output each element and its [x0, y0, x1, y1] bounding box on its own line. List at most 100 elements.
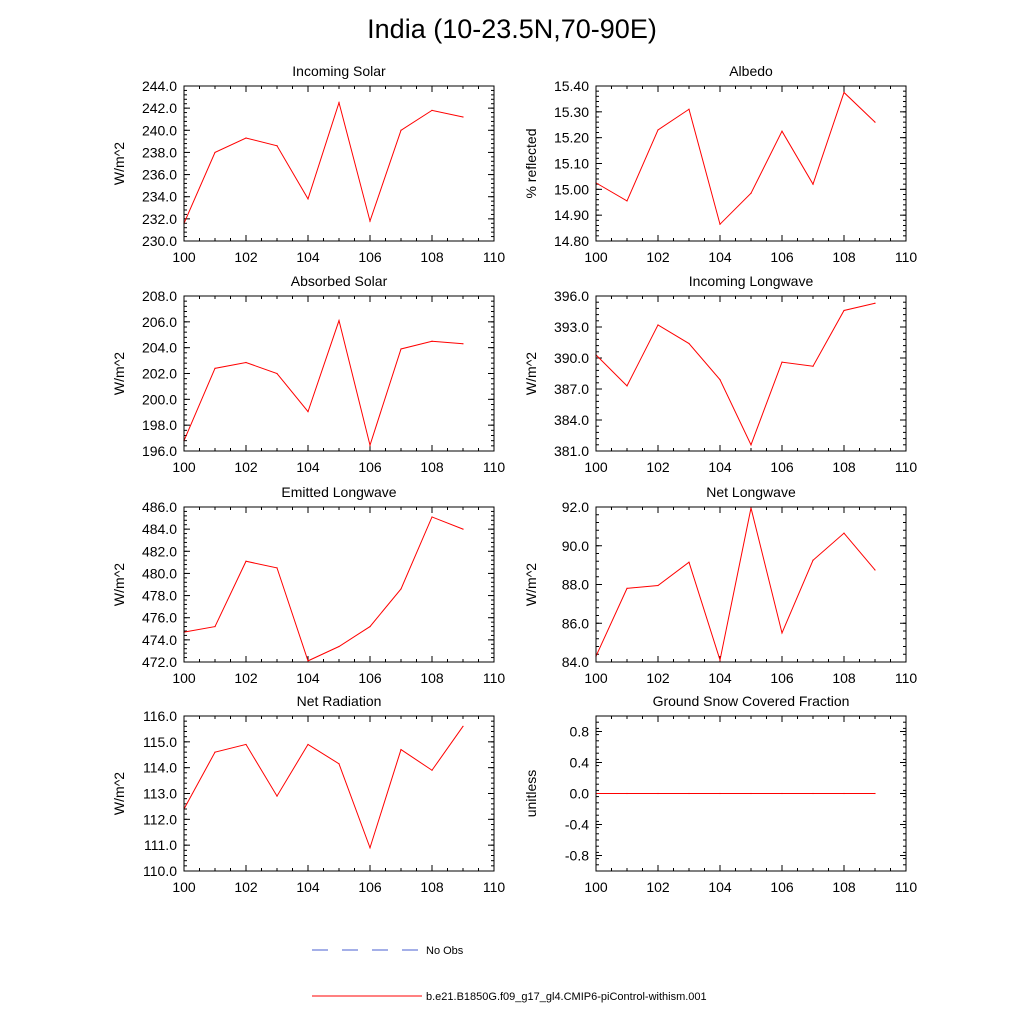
y-tick-label: 110.0: [143, 863, 177, 879]
y-tick-label: 240.0: [142, 122, 177, 138]
y-tick-label: 396.0: [554, 288, 589, 304]
x-tick-label: 100: [584, 459, 608, 475]
series-line-model: [183, 318, 464, 448]
chart-title: Absorbed Solar: [291, 273, 388, 289]
data-point: [276, 372, 278, 375]
x-tick-label: 106: [770, 459, 794, 475]
x-tick-label: 108: [420, 459, 444, 475]
data-point: [245, 560, 247, 562]
data-point: [657, 129, 659, 131]
y-tick-label: 482.0: [142, 543, 177, 559]
data-point: [307, 198, 309, 200]
x-tick-label: 106: [358, 670, 382, 686]
data-point: [719, 379, 721, 381]
x-tick-label: 102: [234, 879, 258, 895]
data-point: [781, 632, 783, 634]
y-tick-label: 90.0: [562, 538, 589, 554]
data-point: [214, 751, 216, 753]
y-tick-label: 0.8: [570, 724, 590, 740]
x-tick-label: 100: [172, 670, 196, 686]
y-tick-label: 112.0: [143, 811, 177, 827]
figure-title: India (10-23.5N,70-90E): [367, 14, 657, 44]
series-line-model: [183, 726, 464, 850]
data-point: [750, 507, 752, 509]
y-tick-label: 242.0: [142, 100, 177, 116]
y-axis-label: W/m^2: [111, 563, 127, 606]
y-tick-label: 472.0: [142, 654, 177, 670]
data-point: [245, 743, 247, 746]
data-point: [307, 411, 309, 413]
series-line-model: [595, 507, 876, 663]
data-point: [276, 145, 278, 147]
data-point: [812, 365, 814, 367]
x-tick-label: 102: [646, 670, 670, 686]
data-point: [874, 302, 876, 304]
x-tick-label: 110: [483, 249, 506, 265]
y-tick-label: 478.0: [142, 588, 177, 604]
y-tick-label: 238.0: [142, 144, 177, 160]
x-tick-label: 110: [483, 879, 506, 895]
y-tick-label: 486.0: [142, 499, 177, 515]
x-tick-label: 100: [172, 459, 196, 475]
data-point: [657, 584, 659, 587]
chart-title: Net Longwave: [706, 484, 796, 500]
data-point: [657, 792, 659, 795]
chart-panel-1: Incoming Solar W/m^2 230.0 232.0 234.0 236.0 2…: [111, 63, 505, 265]
y-tick-label: -0.8: [565, 848, 589, 864]
y-tick-label: 15.40: [554, 78, 589, 94]
y-tick-label: 390.0: [554, 350, 589, 366]
x-tick-label: 102: [234, 670, 258, 686]
x-tick-label: 110: [483, 670, 506, 686]
y-tick-label: 484.0: [142, 521, 177, 537]
plot-frame: [183, 506, 495, 663]
x-tick-label: 106: [770, 879, 794, 895]
data-point: [626, 792, 628, 795]
x-tick-label: 106: [770, 249, 794, 265]
data-point: [812, 559, 814, 561]
x-tick-label: 108: [420, 879, 444, 895]
x-tick-label: 106: [770, 670, 794, 686]
data-point: [462, 343, 464, 345]
x-tick-label: 106: [358, 249, 382, 265]
y-axis-label: W/m^2: [111, 352, 127, 395]
x-tick-label: 100: [172, 879, 196, 895]
data-point: [750, 444, 752, 446]
plot-frame: [183, 715, 495, 872]
y-tick-label: 232.0: [142, 211, 177, 227]
data-point: [719, 223, 721, 225]
x-tick-label: 110: [483, 459, 506, 475]
x-tick-label: 108: [832, 670, 856, 686]
data-point: [688, 561, 690, 563]
y-tick-label: 15.00: [554, 181, 589, 197]
y-tick-label: 114.0: [143, 760, 177, 776]
data-point: [400, 129, 402, 131]
x-tick-label: 104: [296, 249, 320, 265]
data-point: [245, 361, 247, 364]
y-tick-label: 476.0: [142, 610, 177, 626]
y-tick-label: 86.0: [562, 615, 589, 631]
x-tick-label: 106: [358, 879, 382, 895]
y-tick-label: 15.10: [554, 156, 589, 172]
plot-frame: [183, 85, 495, 242]
y-tick-label: 206.0: [142, 314, 177, 330]
data-point: [874, 121, 876, 123]
y-axis-label: W/m^2: [111, 142, 127, 185]
x-tick-label: 100: [584, 249, 608, 265]
data-point: [626, 200, 628, 202]
x-tick-label: 110: [895, 670, 918, 686]
series-line-model: [595, 302, 876, 447]
x-tick-label: 104: [708, 249, 732, 265]
y-tick-label: 230.0: [142, 233, 177, 249]
y-tick-label: 14.80: [554, 233, 589, 249]
data-point: [338, 102, 340, 104]
data-point: [688, 108, 690, 110]
plot-frame: [595, 506, 907, 663]
data-point: [338, 763, 340, 765]
x-tick-label: 108: [832, 879, 856, 895]
x-tick-label: 102: [234, 459, 258, 475]
y-tick-label: 384.0: [554, 412, 589, 428]
data-point: [307, 660, 309, 662]
x-tick-label: 108: [420, 249, 444, 265]
